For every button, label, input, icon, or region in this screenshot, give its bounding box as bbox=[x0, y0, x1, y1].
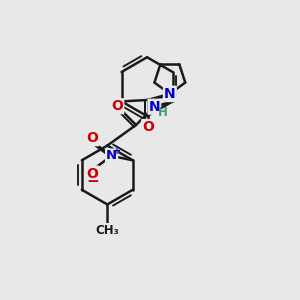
Text: N: N bbox=[106, 149, 117, 162]
Text: O: O bbox=[111, 99, 123, 113]
Text: N: N bbox=[164, 87, 176, 101]
Text: H: H bbox=[158, 106, 167, 118]
Text: −: − bbox=[86, 174, 99, 189]
Text: O: O bbox=[86, 167, 98, 181]
Text: O: O bbox=[86, 131, 98, 145]
Text: N: N bbox=[164, 87, 176, 101]
Text: +: + bbox=[113, 146, 122, 156]
Text: N: N bbox=[148, 100, 160, 114]
Text: O: O bbox=[142, 120, 154, 134]
Text: CH₃: CH₃ bbox=[95, 224, 119, 237]
